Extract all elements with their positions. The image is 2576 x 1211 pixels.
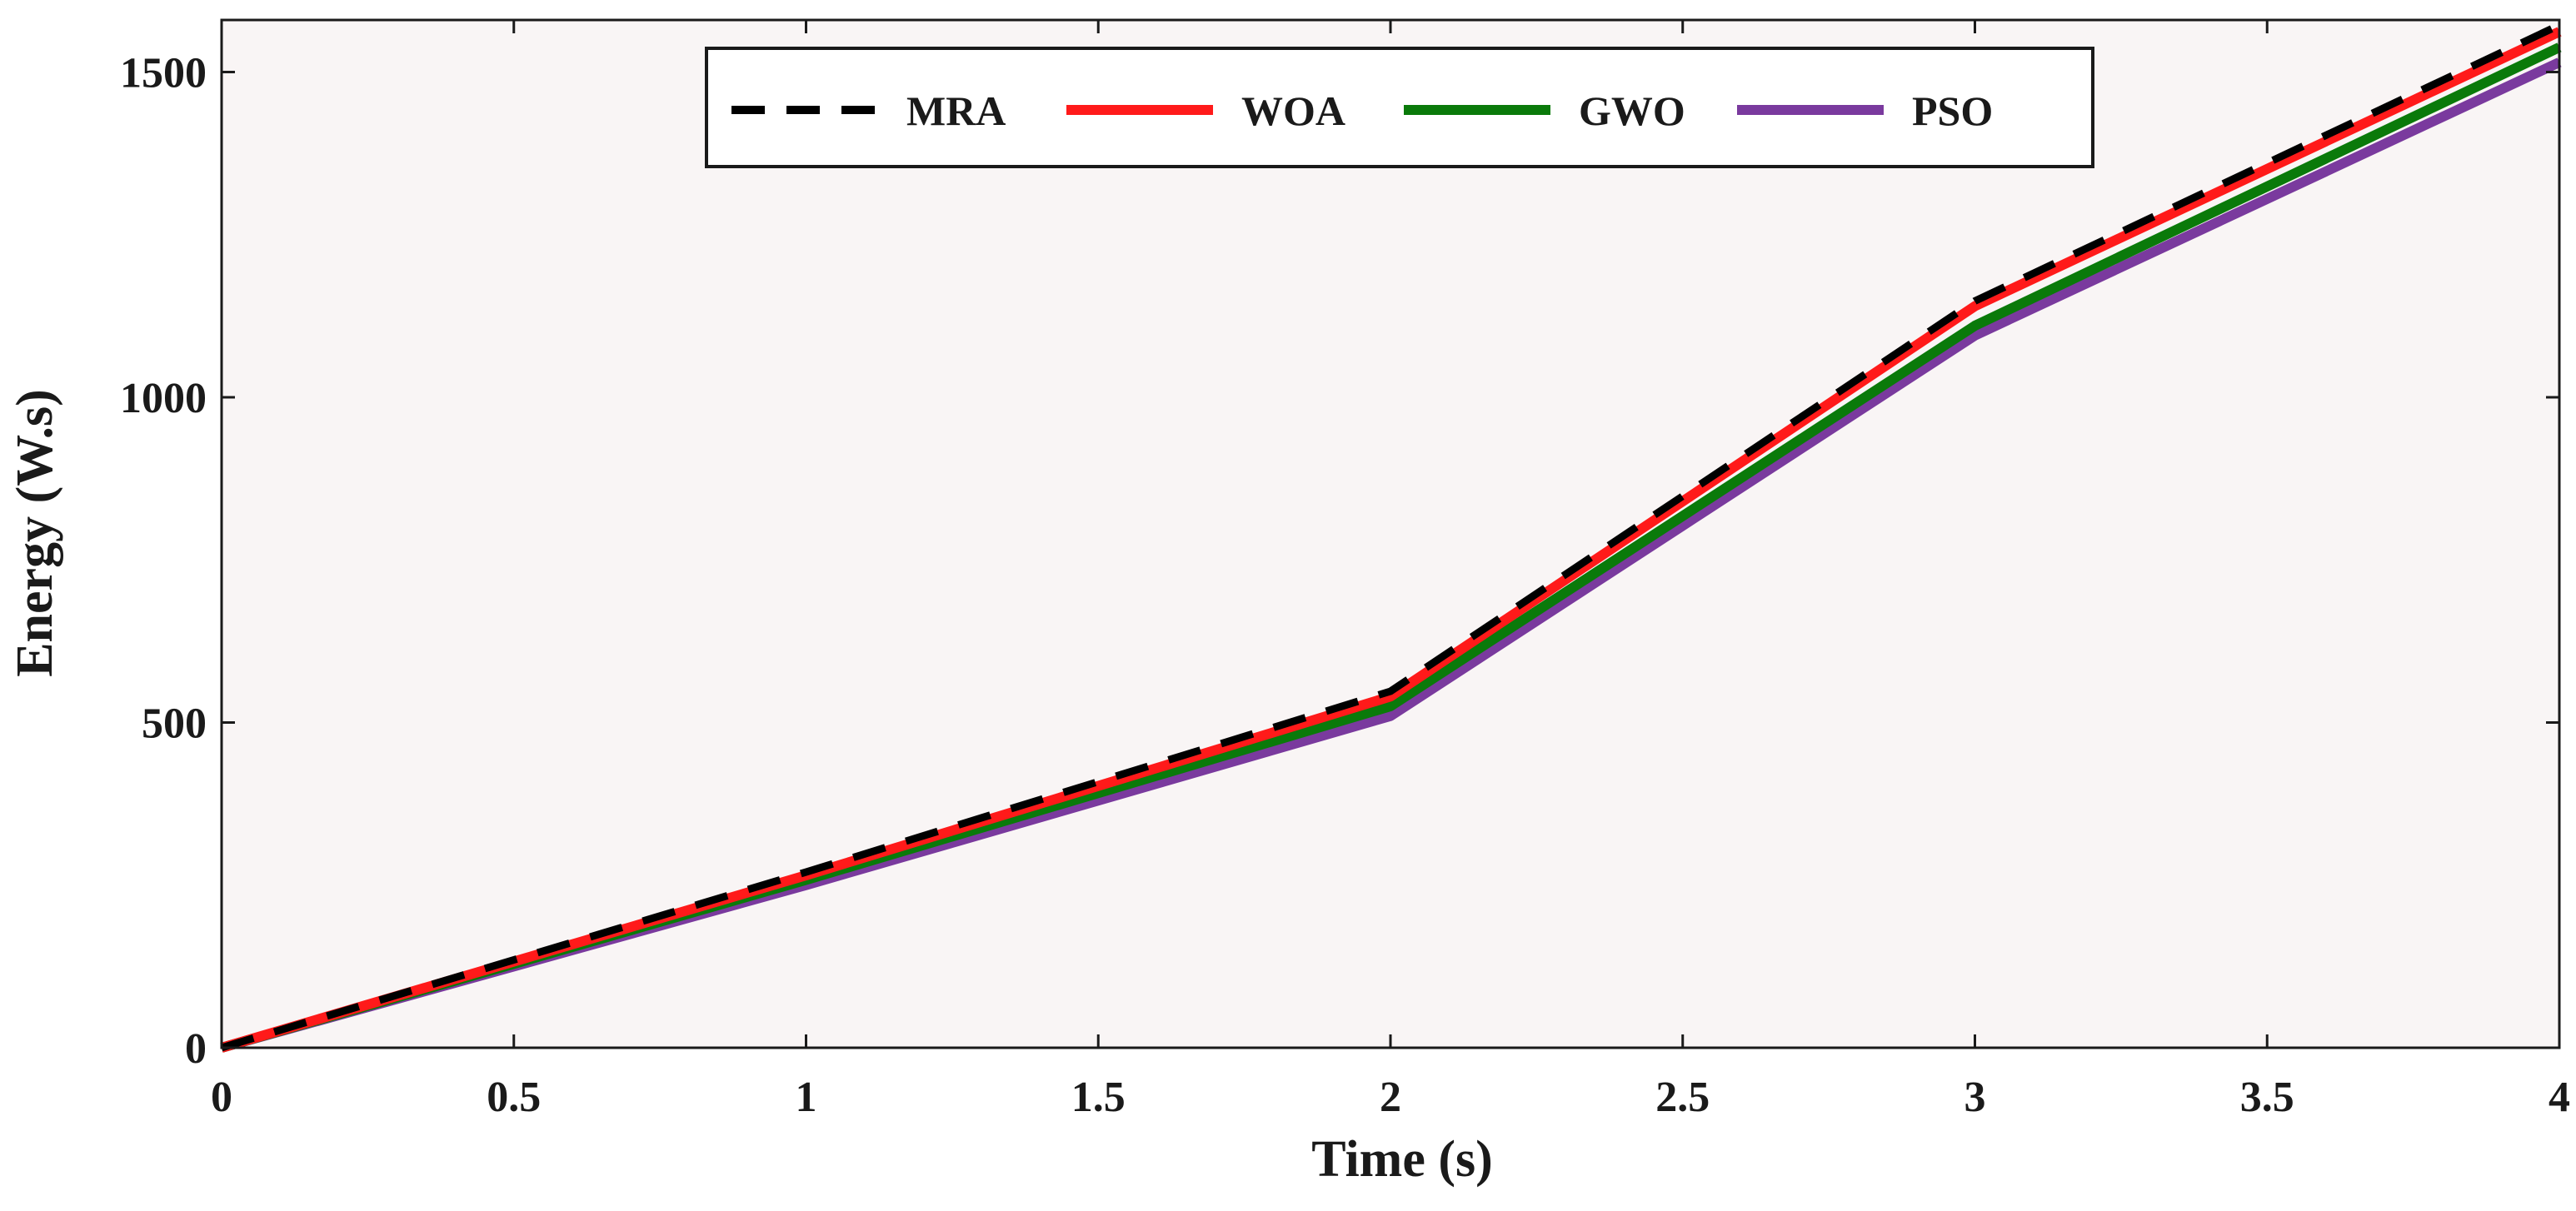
legend-label-gwo: GWO xyxy=(1579,87,1685,134)
x-tick-label: 1.5 xyxy=(1071,1074,1126,1121)
legend: MRA WOA GWO PSO xyxy=(705,47,2094,168)
y-axis-label: Energy (W.s) xyxy=(7,389,63,677)
y-tick-label: 500 xyxy=(142,700,207,747)
x-tick-label: 2.5 xyxy=(1655,1074,1710,1121)
plot-background xyxy=(222,20,2559,1048)
legend-label-pso: PSO xyxy=(1912,87,1993,134)
y-tick-label: 1000 xyxy=(120,375,207,422)
series-line-mra xyxy=(220,22,2561,1052)
legend-label-mra: MRA xyxy=(906,87,1006,134)
y-tick-label: 0 xyxy=(185,1025,207,1073)
series-lines xyxy=(220,22,2562,1053)
x-tick-label: 0 xyxy=(211,1074,232,1121)
x-axis-ticks: 0 0.5 1 1.5 2 2.5 3 3.5 4 xyxy=(211,20,2570,1121)
y-axis-ticks: 0 500 1000 1500 xyxy=(120,49,2559,1073)
y-tick-label: 1500 xyxy=(120,49,207,97)
x-tick-label: 2 xyxy=(1380,1074,1401,1121)
x-tick-label: 1 xyxy=(796,1074,817,1121)
x-tick-label: 4 xyxy=(2549,1074,2570,1121)
legend-label-woa: WOA xyxy=(1241,87,1345,134)
x-tick-label: 3.5 xyxy=(2240,1074,2294,1121)
x-tick-label: 0.5 xyxy=(487,1074,541,1121)
x-axis-label: Time (s) xyxy=(1311,1131,1493,1188)
x-tick-label: 3 xyxy=(1964,1074,1986,1121)
